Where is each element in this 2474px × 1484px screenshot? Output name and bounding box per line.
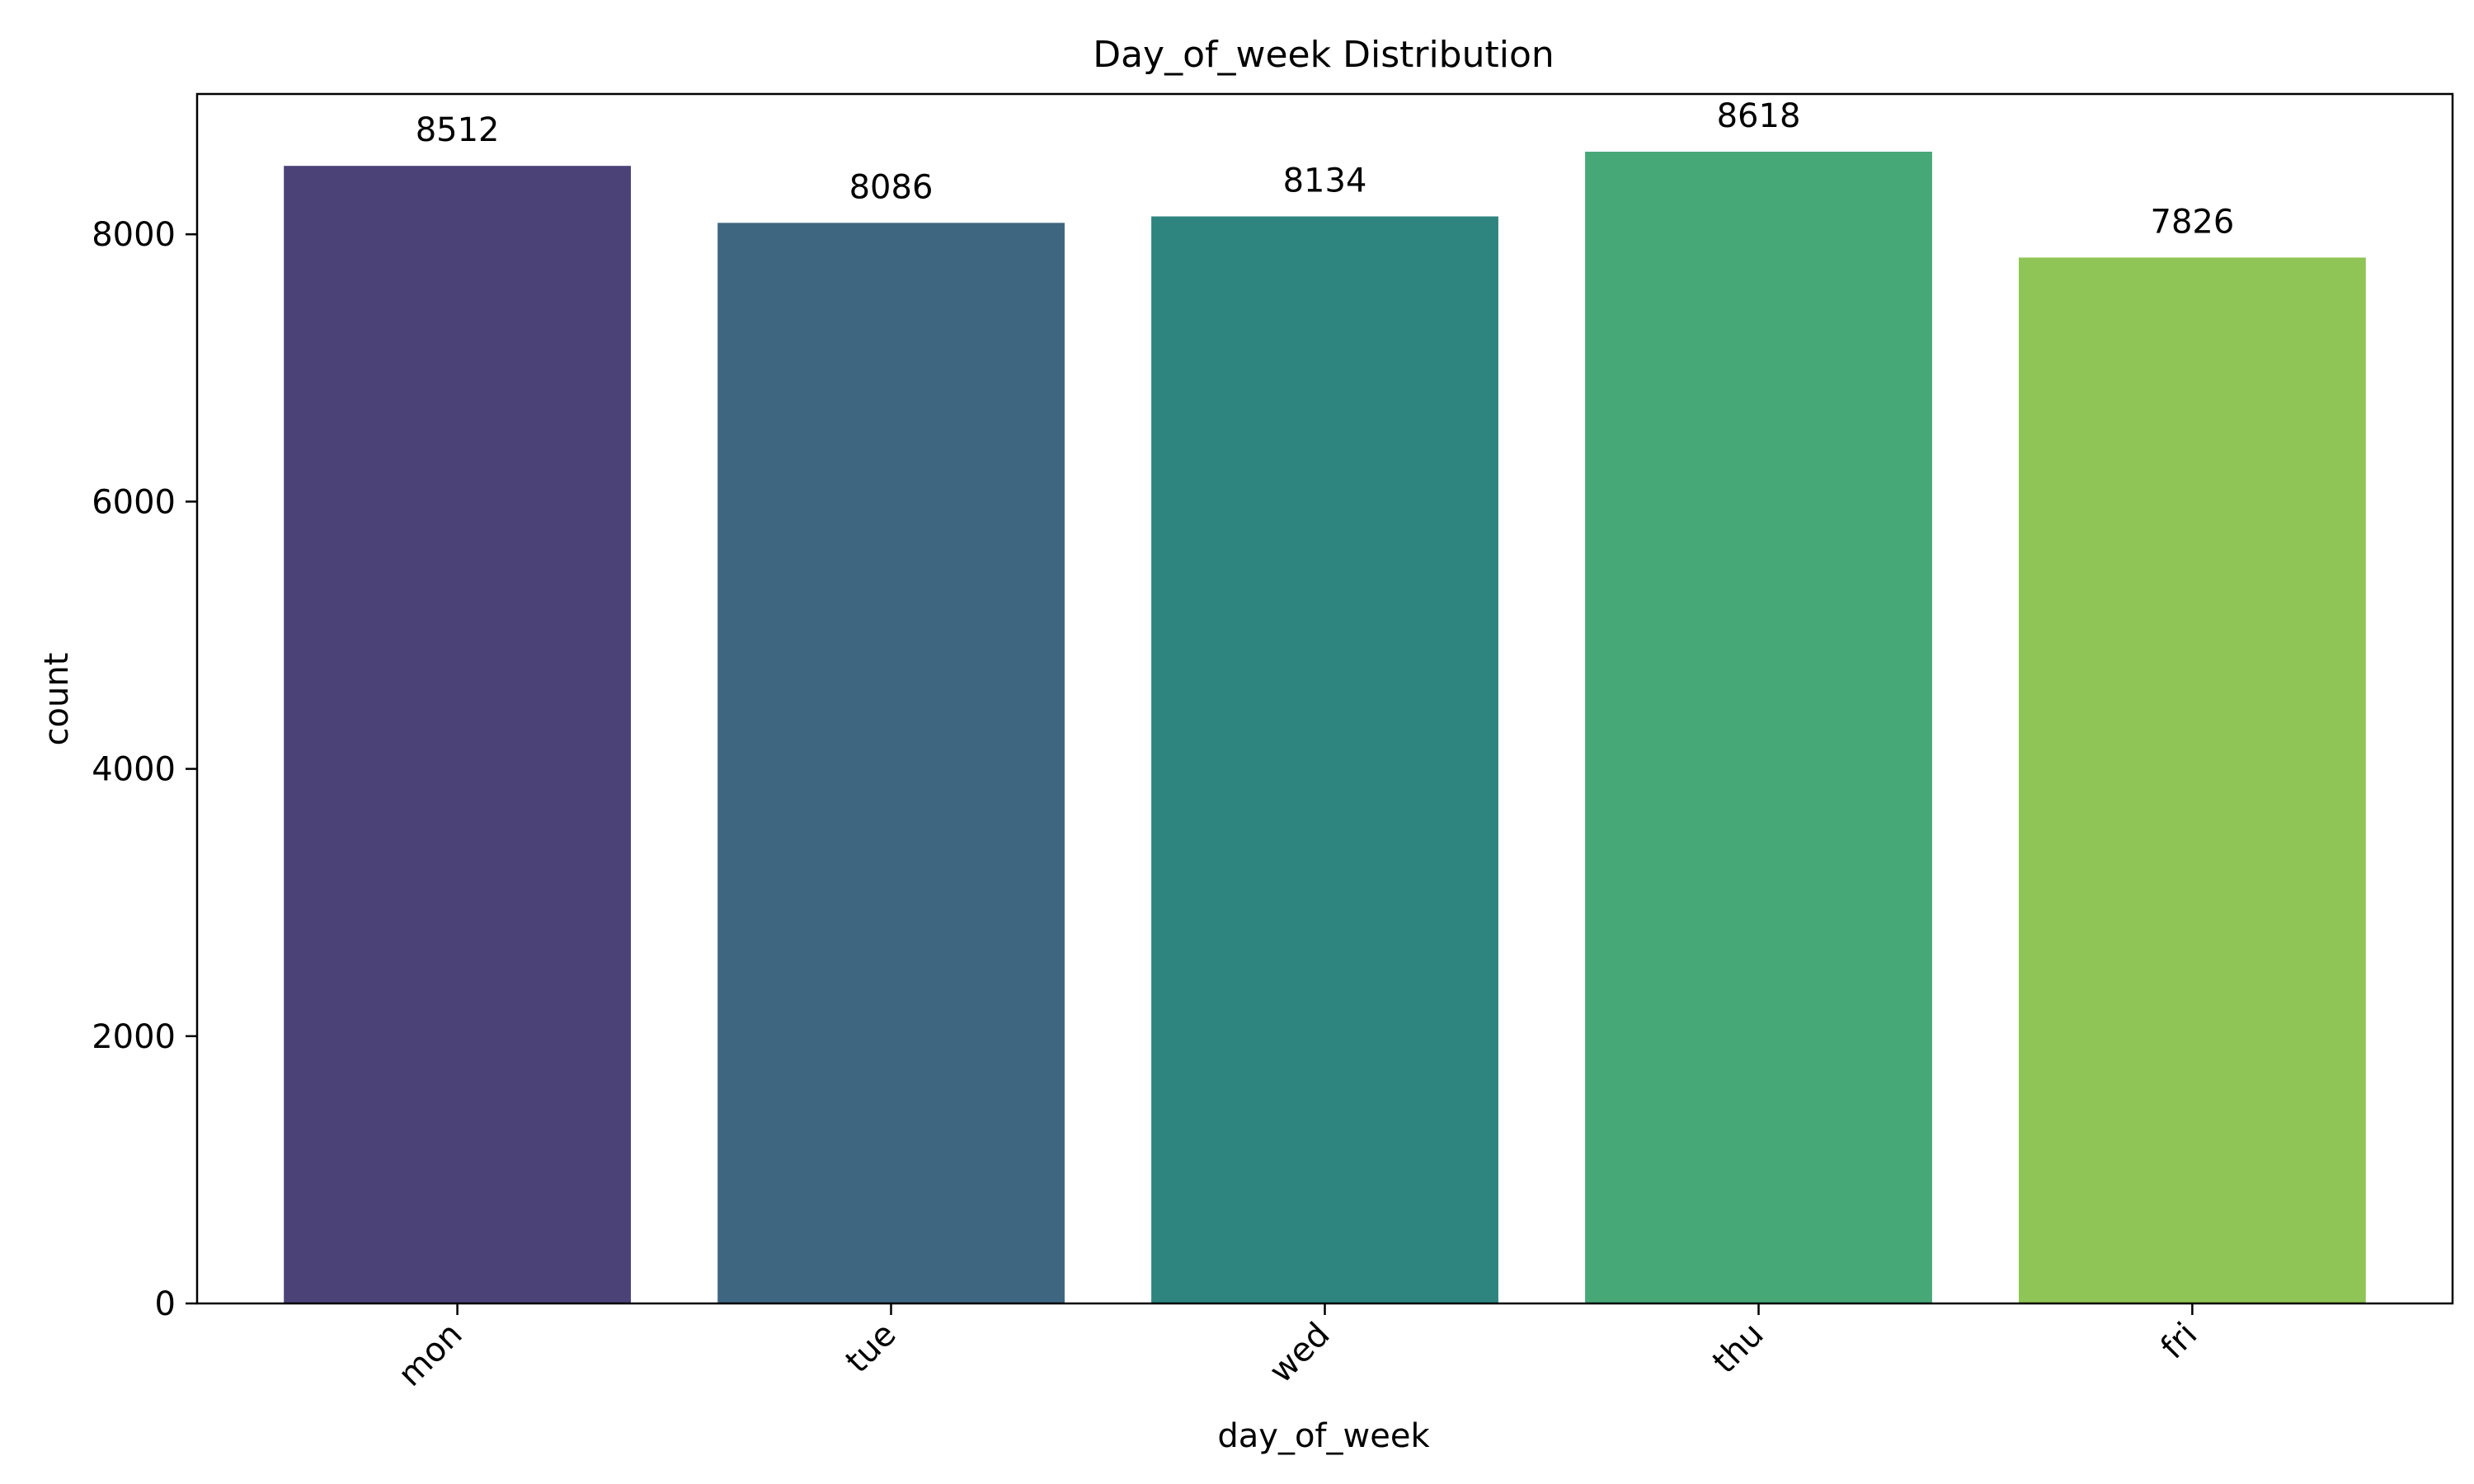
data-label-fri: 7826 [2151, 203, 2235, 241]
data-label-tue: 8086 [849, 168, 934, 206]
data-label-mon: 8512 [416, 111, 500, 149]
bars-layer [284, 152, 2366, 1304]
x-axis-label: day_of_week [1217, 1417, 1430, 1455]
bar-fri [2019, 257, 2366, 1303]
y-tick-label-4000: 4000 [92, 751, 176, 789]
bar-mon [284, 166, 631, 1304]
bar-thu [1585, 152, 1932, 1303]
chart-title: Day_of_week Distribution [1093, 34, 1554, 76]
y-tick-label-2000: 2000 [92, 1018, 176, 1056]
bar-wed [1151, 216, 1498, 1303]
y-axis-label: count [38, 653, 76, 746]
data-label-wed: 8134 [1283, 162, 1367, 200]
y-tick-label-8000: 8000 [92, 216, 176, 254]
bar-tue [717, 223, 1065, 1303]
data-labels-layer: 8512 8086 8134 8618 7826 [416, 97, 2235, 241]
data-label-thu: 8618 [1717, 97, 1801, 135]
y-tick-label-0: 0 [155, 1285, 176, 1323]
y-tick-label-6000: 6000 [92, 483, 176, 521]
